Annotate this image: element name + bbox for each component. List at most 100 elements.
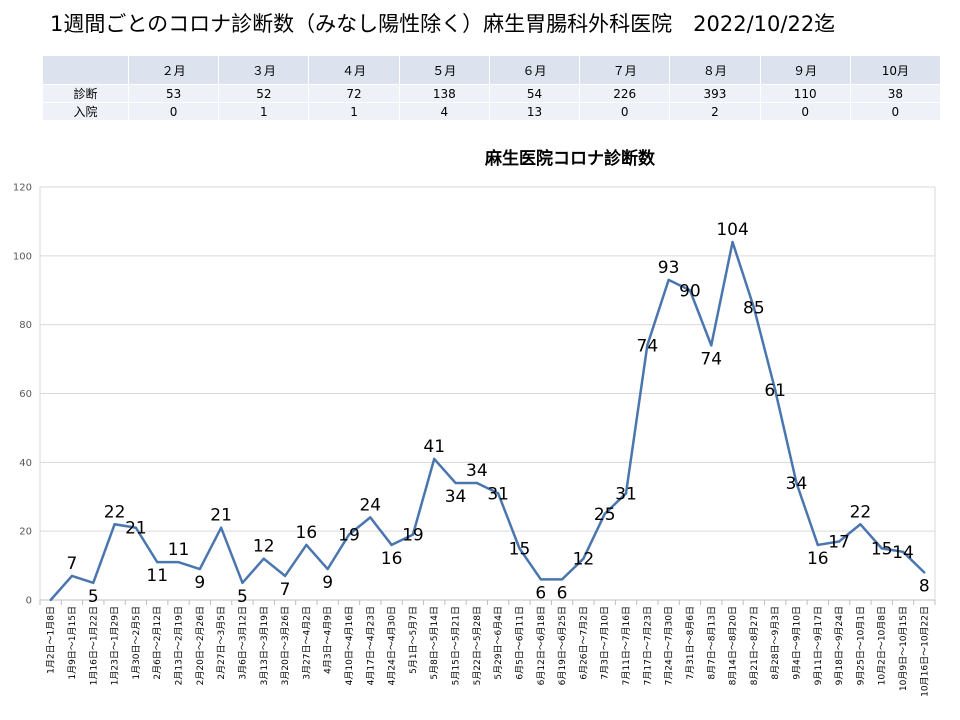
chart-axes (39, 187, 936, 605)
data-point (134, 526, 138, 529)
y-tick-label: 20 (19, 527, 32, 538)
table-row: 診断 53 52 72 138 54 226 393 110 38 (42, 84, 942, 103)
data-point (326, 567, 329, 571)
x-tick-label: 2月6日～2月12日 (152, 606, 163, 680)
data-point (49, 598, 52, 602)
data-label: 7 (280, 580, 291, 600)
series-line (49, 240, 926, 601)
table-cell: 110 (759, 84, 851, 103)
x-tick-label: 5月8日～5月14日 (429, 606, 440, 680)
x-tick-label: 1月23日～1月29日 (110, 606, 121, 685)
data-label: 85 (743, 298, 765, 318)
x-tick-label: 2月20日～2月26日 (195, 606, 206, 685)
data-point (837, 540, 841, 543)
x-tick-labels: 1月2日～1月8日 1月9日～1月15日 1月16日～1月22日 1月23日～1月29… (46, 606, 931, 697)
series-line-layer (49, 240, 926, 602)
chart-title: 麻生医院コロナ診断数 (484, 148, 656, 169)
x-tick-label: 2月13日～2月19日 (174, 606, 185, 685)
data-label: 9 (322, 573, 333, 593)
month-header-cell: ６月 (488, 55, 581, 85)
data-label: 16 (296, 523, 318, 543)
data-label: 5 (237, 587, 248, 607)
table-cell: 53 (127, 84, 220, 103)
table-cell: 38 (849, 84, 942, 103)
month-header-cell: ５月 (398, 55, 490, 85)
x-tick-label: 1月2日～1月8日 (46, 606, 57, 674)
x-tick-label: 4月3日～4月9日 (323, 606, 334, 674)
data-point (603, 512, 606, 516)
data-point (475, 481, 479, 485)
data-point (582, 557, 585, 560)
data-label: 15 (871, 539, 893, 559)
data-label: 12 (253, 537, 275, 557)
y-tick-label: 40 (19, 458, 32, 469)
x-tick-label: 9月25日～10月1日 (855, 606, 866, 685)
data-label: 16 (381, 549, 403, 569)
table-cell: 2 (669, 102, 761, 121)
table-header-row: ２月 ３月 ４月 ５月 ６月 ７月 ８月 ９月 10月 (42, 55, 942, 85)
x-tick-label: 1月30日～2月5日 (131, 606, 142, 680)
table-cell: 54 (488, 84, 581, 103)
x-tick-label: 4月17日～4月23日 (365, 606, 376, 685)
x-tick-label: 10月9日～10月15日 (898, 606, 909, 691)
row-label-cell: 入院 (42, 102, 129, 121)
x-tick-label: 9月11日～9月17日 (813, 606, 824, 685)
month-header-cell: ９月 (759, 55, 851, 85)
data-point (219, 526, 223, 529)
x-tick-label: 8月7日～8月13日 (706, 606, 717, 680)
data-point (560, 578, 564, 581)
data-label: 7 (67, 554, 78, 574)
table-cell: 13 (488, 102, 581, 121)
data-point (433, 457, 436, 461)
x-tick-label: 2月27日～3月5日 (216, 606, 227, 680)
y-tick-label: 120 (13, 183, 32, 194)
table-corner-cell (42, 55, 129, 85)
data-point (752, 306, 756, 309)
data-label: 6 (557, 583, 568, 603)
data-label: 21 (125, 519, 147, 539)
data-point (369, 516, 372, 519)
data-point (773, 388, 777, 392)
data-label: 74 (637, 336, 659, 356)
data-label: 19 (402, 526, 424, 546)
data-label: 17 (828, 532, 850, 552)
data-point (411, 533, 415, 536)
x-tick-label: 9月4日～9月10日 (791, 606, 802, 680)
data-label: 19 (338, 526, 360, 546)
x-tick-label: 10月2日～10月8日 (877, 606, 888, 685)
y-tick-label: 60 (19, 389, 32, 400)
x-tick-label: 8月21日～8月27日 (749, 606, 760, 685)
data-point (92, 581, 95, 584)
data-label: 31 (615, 484, 637, 504)
x-tick-label: 7月17日～7月23日 (642, 606, 653, 685)
data-point (177, 560, 180, 564)
table-cell: 1 (308, 102, 400, 121)
data-point (156, 560, 159, 564)
data-point (496, 492, 500, 495)
data-label: 21 (210, 506, 232, 526)
table-cell: 1 (218, 102, 310, 121)
x-tick-label: 4月24日～4月30日 (387, 606, 398, 685)
table-cell: 0 (849, 102, 942, 121)
x-tick-label: 7月3日～7月10日 (600, 606, 611, 680)
data-label: 61 (764, 381, 786, 401)
data-point (901, 550, 905, 554)
y-tick-labels: 0 20 40 60 80 100 120 (13, 183, 32, 607)
data-label: 16 (807, 549, 829, 569)
month-header-cell: ７月 (579, 55, 671, 85)
data-point (880, 547, 883, 550)
month-header-cell: ８月 (669, 55, 761, 85)
month-header-cell: 10月 (849, 55, 942, 85)
month-header-cell: ２月 (127, 55, 220, 85)
data-point (710, 344, 713, 347)
x-tick-label: 3月13日～3月19日 (259, 606, 270, 685)
data-point (795, 481, 798, 485)
x-tick-label: 3月27日～4月2日 (301, 606, 312, 680)
data-point (262, 557, 265, 560)
data-label: 34 (445, 487, 467, 507)
table-cell: 0 (579, 102, 671, 121)
data-label: 34 (466, 461, 488, 481)
data-label: 14 (892, 543, 914, 563)
data-label: 104 (716, 220, 748, 240)
